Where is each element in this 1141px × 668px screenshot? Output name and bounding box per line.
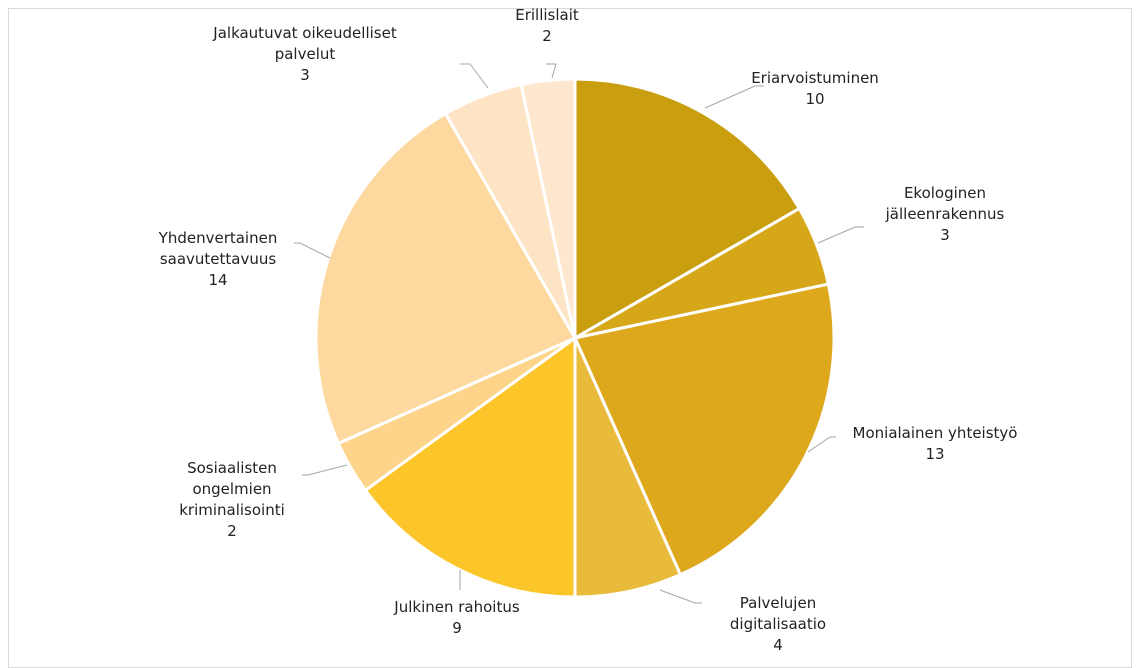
pie-slice <box>572 282 836 577</box>
value-label: 3 <box>300 66 310 84</box>
value-label: 14 <box>208 271 228 289</box>
data-label: Palvelujen digitalisaatio 4 <box>708 593 848 656</box>
category-label: Jalkautuvat oikeudelliset palvelut <box>213 24 397 63</box>
data-label: Julkinen rahoitus 9 <box>357 597 557 639</box>
pie-slice <box>519 77 577 339</box>
data-label: Jalkautuvat oikeudelliset palvelut 3 <box>203 23 408 86</box>
leader-line <box>659 589 702 604</box>
category-label: Julkinen rahoitus <box>394 598 520 616</box>
data-label: Yhdenvertainen saavutettavuus 14 <box>143 228 293 291</box>
leader-line <box>546 63 557 79</box>
data-label: Sosiaalisten ongelmien kriminalisointi 2 <box>162 458 302 542</box>
data-label: Erillislait 2 <box>487 5 607 47</box>
pie-slice <box>573 77 802 341</box>
value-label: 10 <box>805 90 825 108</box>
category-label: Yhdenvertainen saavutettavuus <box>158 229 278 268</box>
category-label: Erillislait <box>515 6 579 24</box>
category-label: Ekologinen jälleenrakennus <box>885 184 1005 223</box>
leader-line <box>460 63 489 89</box>
pie-slice <box>363 335 577 599</box>
category-label: Sosiaalisten ongelmien kriminalisointi <box>179 459 285 519</box>
data-label: Eriarvoistuminen 10 <box>730 68 900 110</box>
value-label: 2 <box>227 522 237 540</box>
category-label: Palvelujen digitalisaatio <box>729 594 827 633</box>
value-label: 2 <box>542 27 552 45</box>
value-label: 3 <box>940 226 950 244</box>
category-label: Eriarvoistuminen <box>751 69 879 87</box>
leader-line <box>817 226 864 244</box>
leader-line <box>704 85 764 109</box>
leader-line <box>294 242 331 259</box>
leader-line <box>302 464 348 476</box>
value-label: 4 <box>773 636 783 654</box>
pie-slice <box>314 111 578 446</box>
category-label: Monialainen yhteistyö <box>852 424 1018 442</box>
data-label: Monialainen yhteistyö 13 <box>815 423 1055 465</box>
value-label: 9 <box>452 619 462 637</box>
pie-slice <box>573 337 683 599</box>
value-label: 13 <box>925 445 945 463</box>
leader-line <box>807 436 836 453</box>
data-label: Ekologinen jälleenrakennus 3 <box>870 183 1020 246</box>
